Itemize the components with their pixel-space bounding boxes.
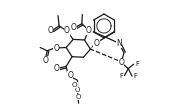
Text: F: F — [133, 73, 137, 79]
Text: O: O — [71, 23, 77, 32]
Text: O: O — [93, 39, 99, 48]
Polygon shape — [90, 43, 96, 49]
Text: O: O — [53, 44, 59, 53]
Text: O: O — [47, 26, 53, 35]
Text: O: O — [54, 64, 60, 73]
Text: O: O — [64, 26, 70, 35]
Text: O: O — [74, 87, 80, 93]
Text: F: F — [135, 61, 139, 67]
Text: F: F — [119, 73, 123, 79]
Text: O: O — [75, 94, 81, 100]
Text: O: O — [72, 82, 78, 88]
Text: O: O — [43, 56, 49, 65]
Text: O: O — [118, 58, 124, 67]
Text: N: N — [116, 39, 122, 48]
Text: O: O — [86, 26, 92, 35]
Text: O: O — [67, 71, 73, 80]
